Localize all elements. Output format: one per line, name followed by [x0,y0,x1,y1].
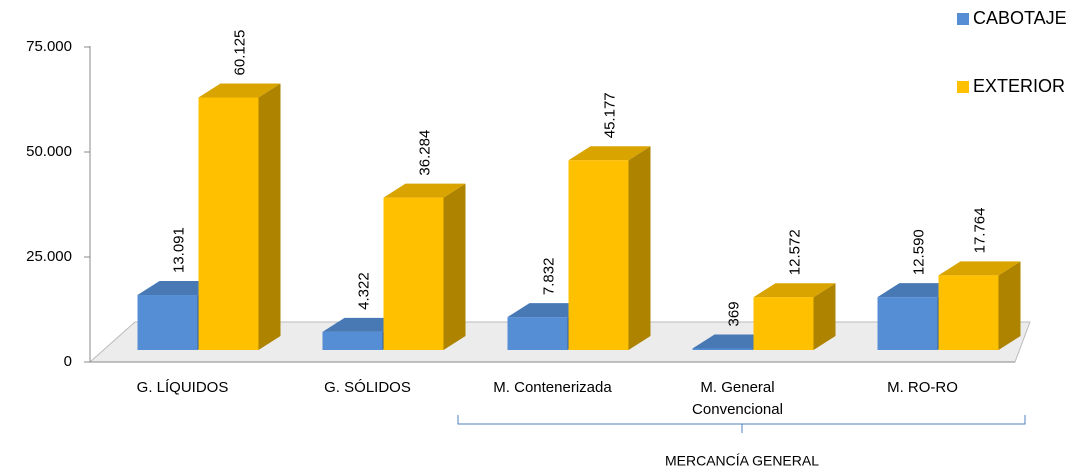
y-tick-label: 0 [64,353,72,370]
y-tick-label: 50.000 [26,143,72,160]
bar [692,348,753,350]
bar [137,295,198,350]
bracket [457,415,1026,433]
bar-top [383,183,466,198]
value-label: 12.590 [910,229,927,275]
legend-label: EXTERIOR [973,76,1065,96]
x-tick-label-line: M. General [700,379,774,396]
bar-top [198,83,281,98]
bar-side [628,146,651,350]
legend-swatch [957,81,969,93]
y-tick-label: 25.000 [26,248,72,265]
value-label: 12.572 [786,229,803,275]
bar-top [568,146,651,161]
x-tick-label: M. Contenerizada [493,379,612,396]
value-label: 36.284 [416,130,433,176]
bar-side [813,283,836,350]
bar [568,160,629,350]
annotation: MERCANCÍA GENERAL [665,453,819,469]
bar-side [998,261,1021,350]
bar [322,331,383,350]
x-tick-label-line: Convencional [692,401,783,418]
bar [383,197,444,350]
x-tick-label: M. General Convencional [692,379,783,418]
value-label: 13.091 [170,227,187,273]
value-label: 369 [725,301,742,326]
x-tick-label: M. RO-RO [887,379,958,396]
bar-side [443,183,466,350]
bar [507,317,568,350]
x-tick-label: G. SÓLIDOS [324,379,411,396]
legend-swatch [957,13,969,25]
bar [753,297,814,350]
bar [938,275,999,350]
legend-label: CABOTAJE [973,8,1067,28]
bar [877,297,938,350]
y-tick-label: 75.000 [26,38,72,55]
value-label: 60.125 [231,30,248,76]
value-label: 45.177 [601,92,618,138]
bar [198,97,259,350]
value-label: 17.764 [971,208,988,254]
x-tick-label: G. LÍQUIDOS [137,379,229,396]
bar-top [938,261,1021,276]
bar-side [258,83,281,350]
value-label: 4.322 [355,272,372,310]
value-label: 7.832 [540,258,557,296]
bar-top [753,283,836,298]
